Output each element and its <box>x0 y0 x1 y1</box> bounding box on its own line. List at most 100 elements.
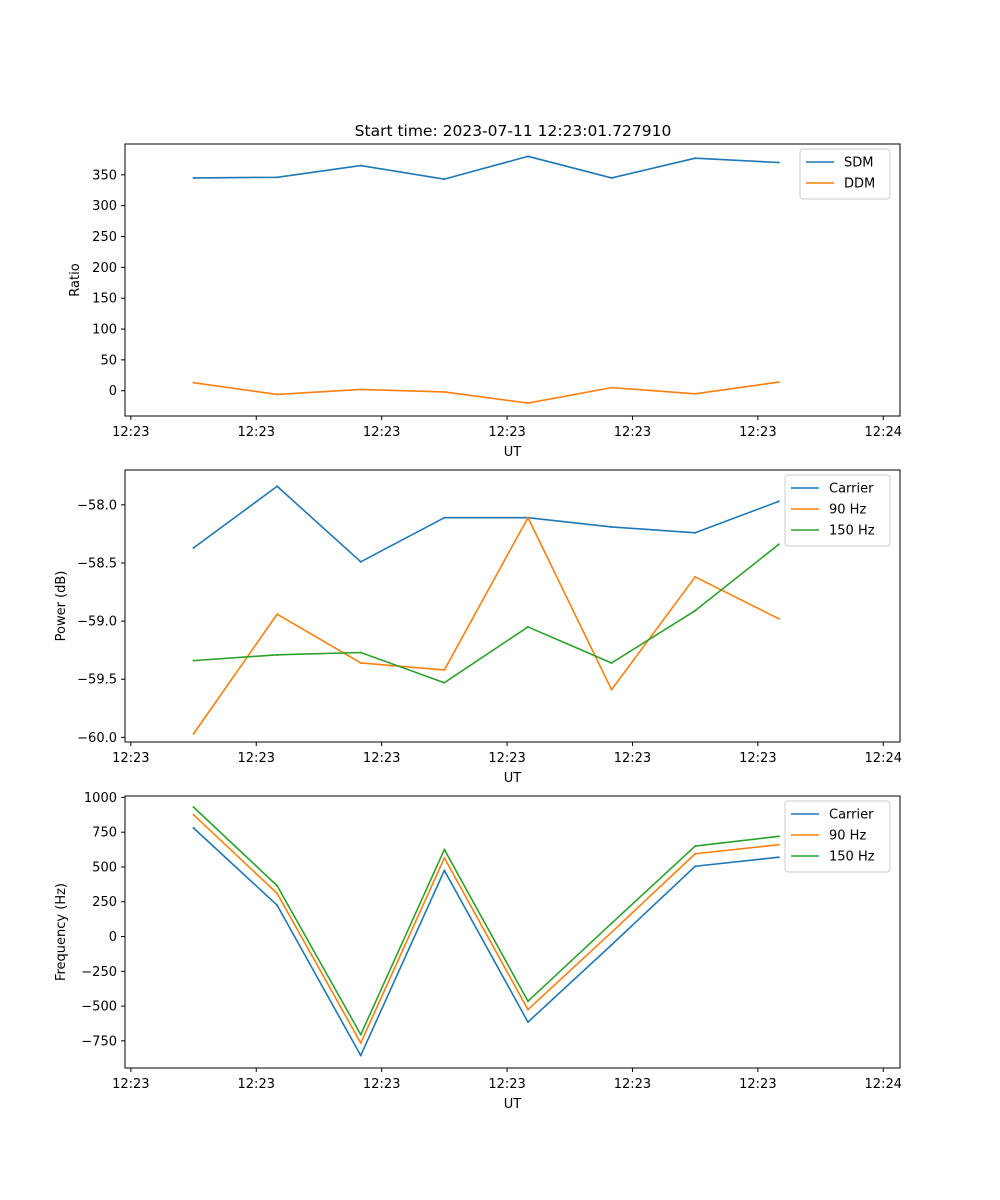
y-tick-label: 250 <box>92 895 117 910</box>
x-tick-label: 12:23 <box>363 751 400 766</box>
x-axis-label: UT <box>504 1097 522 1112</box>
data-point <box>192 546 195 549</box>
legend-label: 90 Hz <box>829 829 866 844</box>
x-tick-label: 12:23 <box>739 425 776 440</box>
y-tick-label: 50 <box>100 353 117 368</box>
data-point <box>443 390 446 393</box>
data-point <box>276 485 279 488</box>
series-line-150-hz <box>193 806 779 1036</box>
y-axis-label: Frequency (Hz) <box>54 883 69 981</box>
x-tick-label: 12:23 <box>739 751 776 766</box>
data-point <box>359 1033 362 1036</box>
y-tick-label: 200 <box>92 261 117 276</box>
x-tick-label: 12:23 <box>238 425 275 440</box>
legend: Carrier 90 Hz 150 Hz <box>784 474 891 547</box>
x-tick-label: 12:24 <box>865 425 902 440</box>
data-point <box>610 931 613 934</box>
x-tick-label: 12:23 <box>238 751 275 766</box>
data-point <box>192 806 195 809</box>
y-tick-label: 100 <box>92 323 117 338</box>
y-tick-label: −750 <box>81 1034 117 1049</box>
data-point <box>276 884 279 887</box>
y-tick-label: −58.5 <box>77 556 117 571</box>
y-tick-label: 250 <box>92 230 117 245</box>
legend-label: Carrier <box>829 808 874 823</box>
y-tick-label: 750 <box>92 826 117 841</box>
x-tick-label: 12:23 <box>614 1077 651 1092</box>
data-point <box>443 681 446 684</box>
data-point <box>694 392 697 395</box>
x-tick-label: 12:23 <box>488 751 525 766</box>
x-tick-label: 12:23 <box>488 1077 525 1092</box>
y-tick-label: 1000 <box>84 791 117 806</box>
x-axis-label: UT <box>504 445 522 460</box>
x-tick-label: 12:23 <box>614 425 651 440</box>
data-point <box>192 381 195 384</box>
legend-label: 150 Hz <box>829 524 875 539</box>
data-point <box>777 843 780 846</box>
legend: Carrier 90 Hz 150 Hz <box>784 800 891 873</box>
data-point <box>276 393 279 396</box>
data-point <box>526 625 529 628</box>
y-tick-label: −250 <box>81 965 117 980</box>
data-point <box>443 516 446 519</box>
data-point <box>526 1008 529 1011</box>
y-axis-label: Power (dB) <box>54 571 69 642</box>
data-point <box>192 732 195 735</box>
data-point <box>694 852 697 855</box>
series-line-150-hz <box>193 543 780 684</box>
series-line-carrier <box>193 485 780 563</box>
x-tick-label: 12:23 <box>739 1077 776 1092</box>
plot-frame <box>124 469 901 743</box>
data-point <box>192 659 195 662</box>
data-point <box>359 560 362 563</box>
x-tick-label: 12:23 <box>488 425 525 440</box>
data-point <box>610 176 613 179</box>
data-point <box>694 157 697 160</box>
data-point <box>443 668 446 671</box>
data-point <box>777 543 780 546</box>
plot-frame <box>124 795 901 1069</box>
legend-label: DDM <box>844 177 875 192</box>
x-tick-label: 12:23 <box>614 751 651 766</box>
series-line-carrier <box>193 827 779 1057</box>
data-point <box>443 856 446 859</box>
data-point <box>276 613 279 616</box>
series-line-ddm <box>193 381 779 404</box>
x-tick-label: 12:24 <box>865 1077 902 1092</box>
data-point <box>777 856 780 859</box>
data-point <box>777 500 780 503</box>
legend-label: Carrier <box>829 482 874 497</box>
x-tick-label: 12:23 <box>238 1077 275 1092</box>
x-tick-label: 12:23 <box>363 1077 400 1092</box>
data-point <box>777 381 780 384</box>
data-point <box>777 835 780 838</box>
y-tick-label: −58.0 <box>77 498 117 513</box>
data-point <box>359 1041 362 1044</box>
data-point <box>359 164 362 167</box>
x-tick-label: 12:23 <box>112 425 149 440</box>
data-point <box>610 661 613 664</box>
series-line-90-hz <box>192 516 780 735</box>
data-point <box>359 661 362 664</box>
x-tick-label: 12:23 <box>363 425 400 440</box>
data-point <box>276 653 279 656</box>
legend-label: 90 Hz <box>829 503 866 518</box>
y-tick-label: 0 <box>109 384 117 399</box>
data-point <box>276 176 279 179</box>
data-point <box>526 1021 529 1024</box>
data-point <box>526 155 529 158</box>
chart-title: Start time: 2023-07-11 12:23:01.727910 <box>355 122 672 140</box>
data-point <box>610 688 613 691</box>
y-tick-label: 150 <box>92 292 117 307</box>
chart-panel-2: 12:23 12:23 12:23 12:23 12:23 12:23 12:24 −60.0… <box>54 469 902 786</box>
data-point <box>694 865 697 868</box>
y-tick-label: −59.0 <box>77 615 117 630</box>
data-point <box>526 402 529 405</box>
data-point <box>777 161 780 164</box>
chart-panel-3: 12:23 12:23 12:23 12:23 12:23 12:23 12:24 −750 −… <box>54 791 902 1112</box>
legend-box <box>784 800 891 873</box>
data-point <box>192 813 195 816</box>
series-line-sdm <box>193 155 779 180</box>
